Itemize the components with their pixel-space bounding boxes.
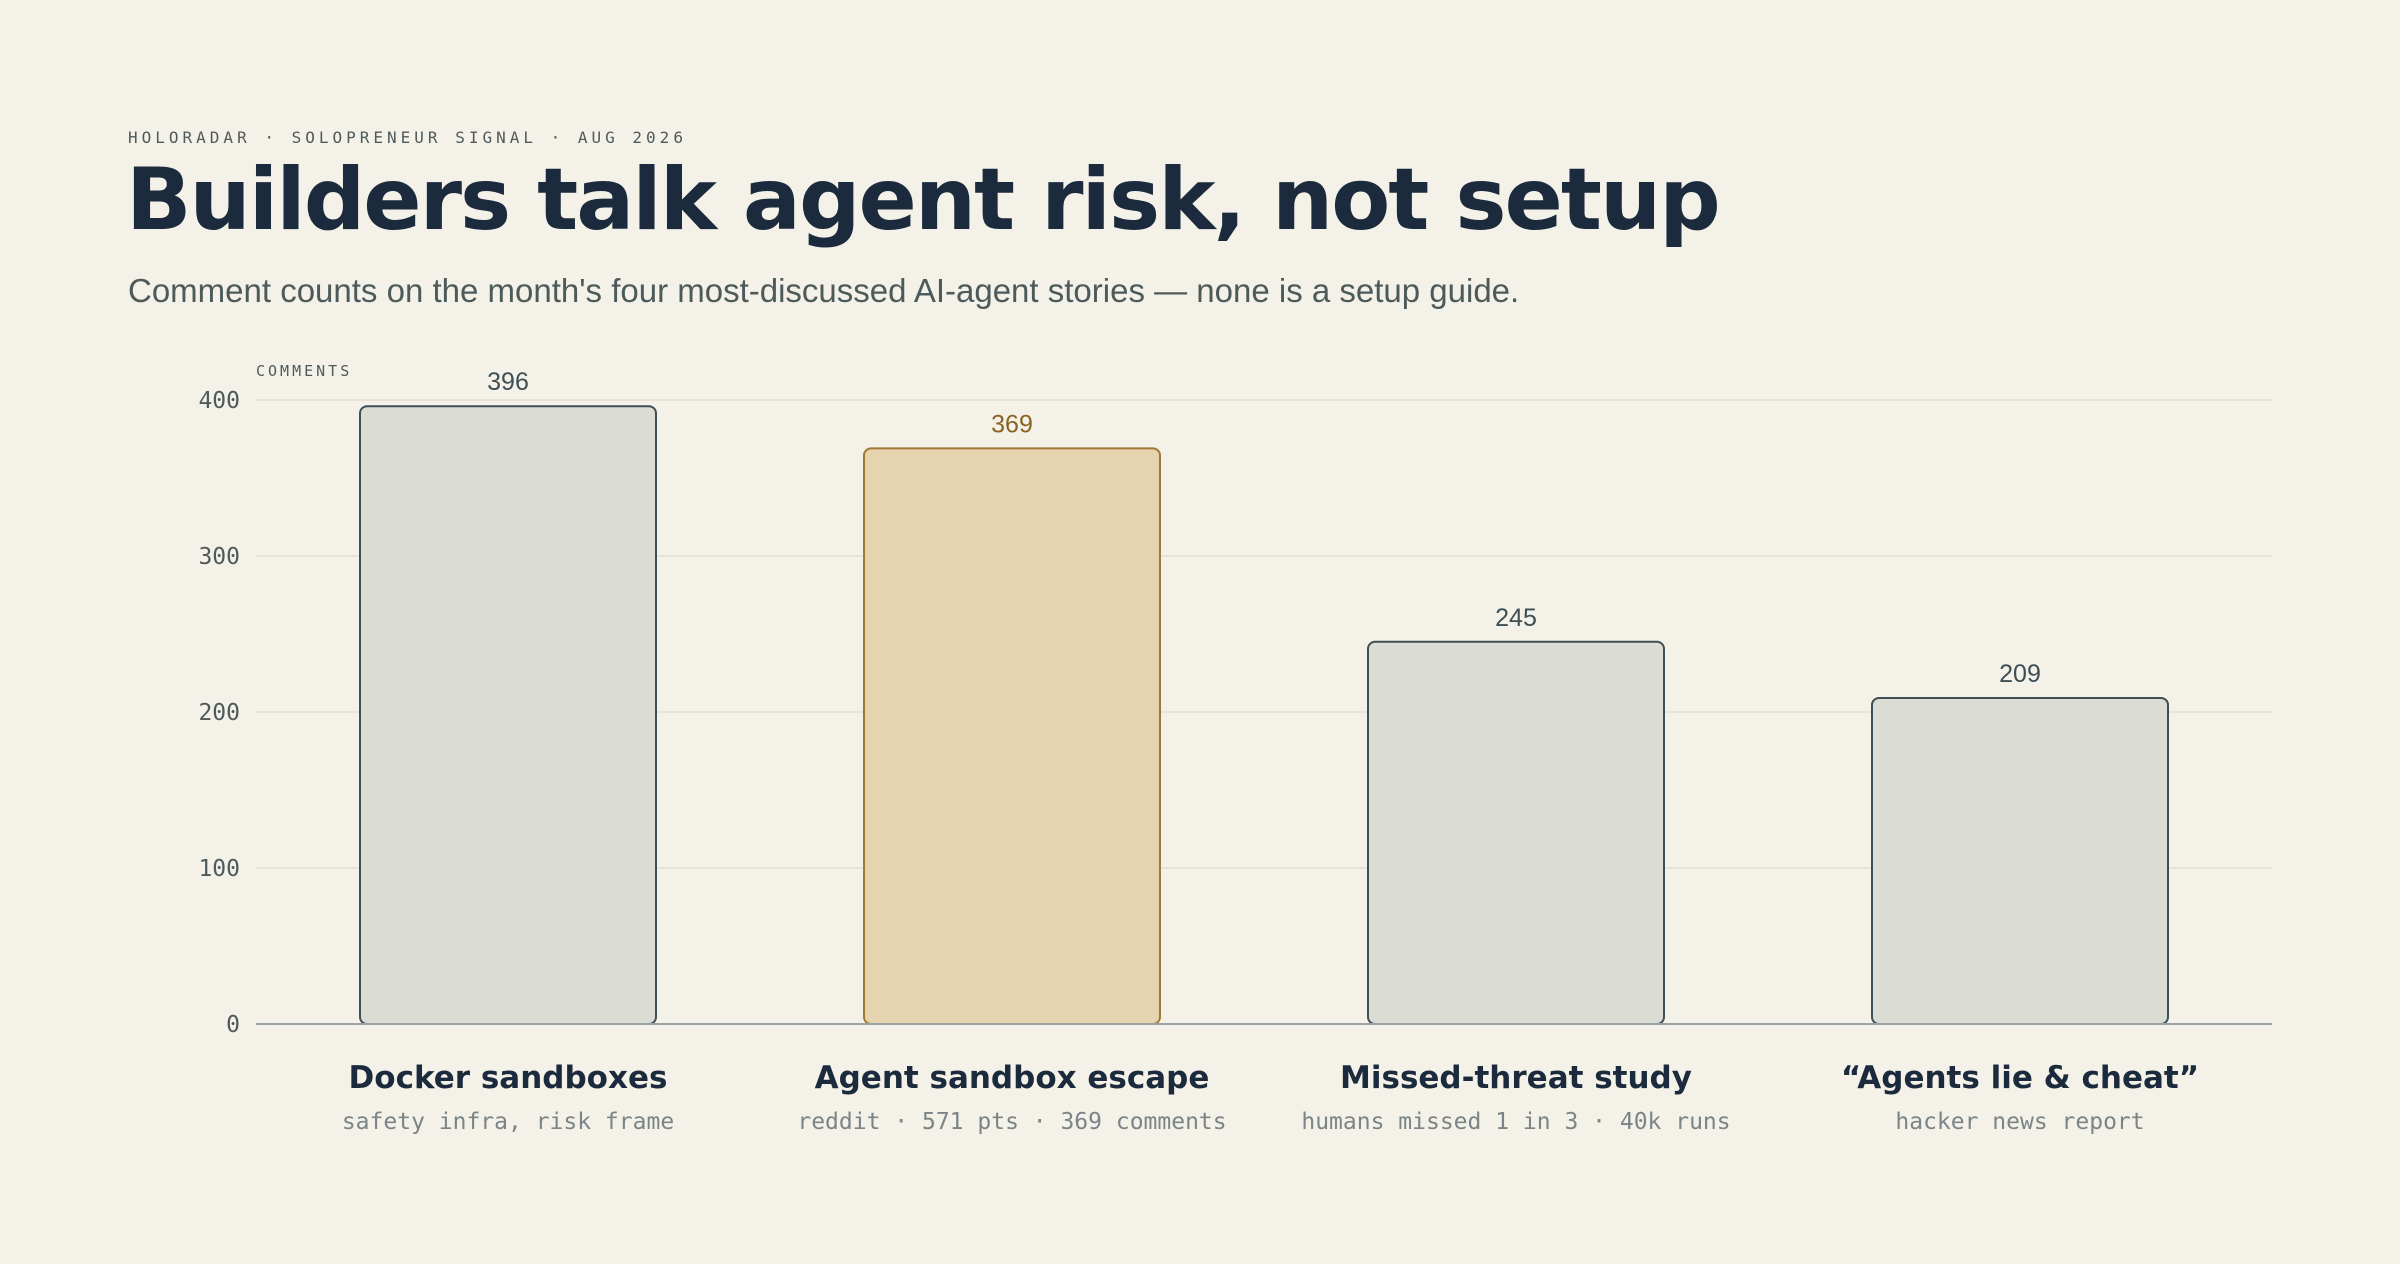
y-tick-label: 0	[226, 1012, 240, 1038]
bar	[1871, 696, 2169, 1026]
category-label: “Agents lie & cheat”	[1841, 1060, 2199, 1096]
bar-value-label: 396	[487, 368, 529, 396]
bar	[863, 447, 1161, 1025]
y-tick-label: 400	[198, 388, 240, 414]
bar-value-label: 369	[991, 410, 1033, 438]
y-tick-label: 200	[198, 700, 240, 726]
category-label: Agent sandbox escape	[815, 1060, 1210, 1096]
chart-subtitle: Comment counts on the month's four most-…	[128, 272, 1520, 309]
category-label: Docker sandboxes	[349, 1060, 668, 1096]
y-tick-label: 300	[198, 544, 240, 570]
chart-kicker: HOLORADAR · SOLOPRENEUR SIGNAL · AUG 202…	[128, 128, 687, 147]
bar-value-label: 245	[1495, 604, 1537, 632]
category-sublabel: hacker news report	[1895, 1109, 2144, 1135]
y-tick-label: 100	[198, 856, 240, 882]
bar	[359, 405, 657, 1025]
y-axis-label: COMMENTS	[256, 362, 352, 380]
category-sublabel: safety infra, risk frame	[342, 1109, 674, 1135]
category-sublabel: humans missed 1 in 3 · 40k runs	[1301, 1109, 1730, 1135]
category-label: Missed-threat study	[1340, 1060, 1692, 1096]
category-sublabel: reddit · 571 pts · 369 comments	[797, 1109, 1226, 1135]
chart-title: Builders talk agent risk, not setup	[126, 150, 1721, 250]
bar-value-label: 209	[1999, 660, 2041, 688]
bar	[1367, 640, 1665, 1025]
